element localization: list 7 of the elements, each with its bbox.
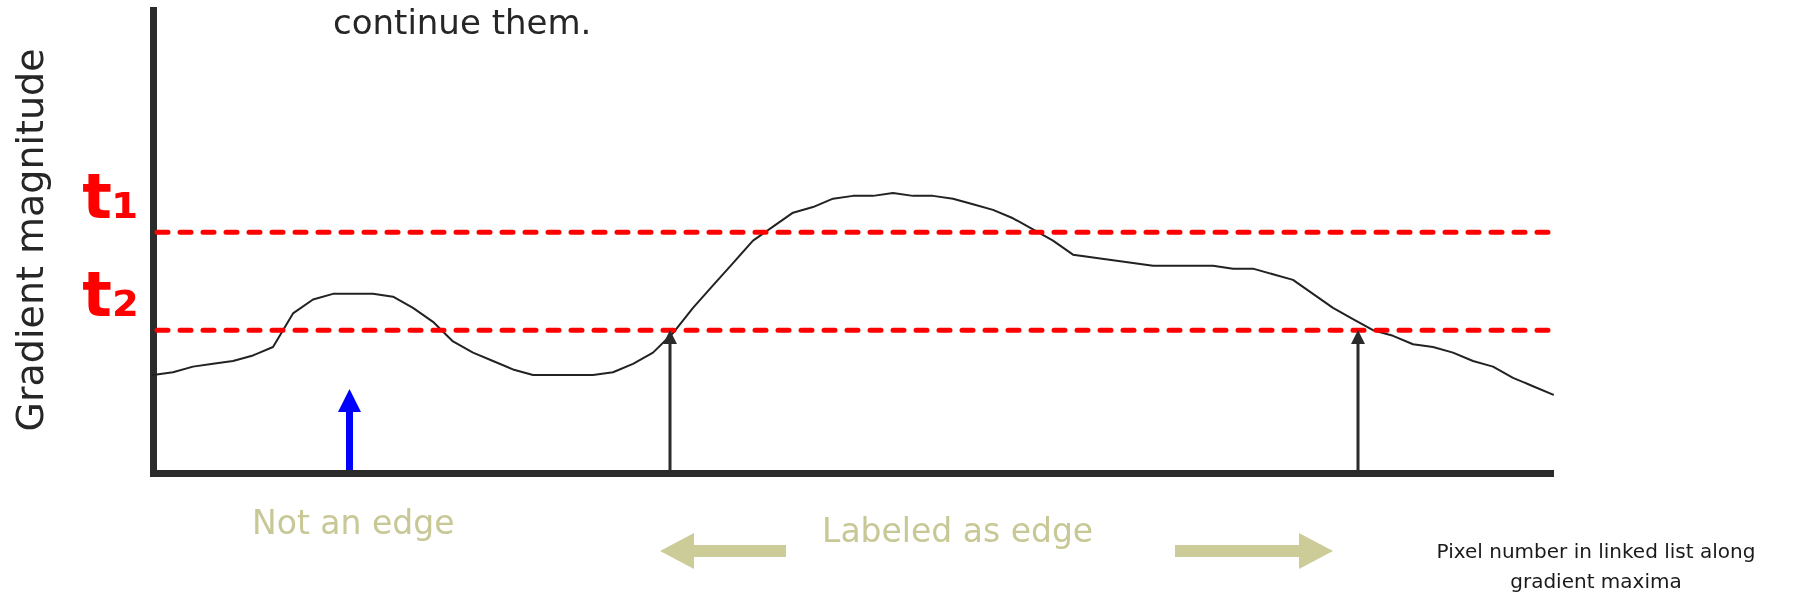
text: continue them. bbox=[333, 2, 592, 43]
text: Not an edge bbox=[252, 503, 455, 543]
text: Labeled as edge bbox=[822, 511, 1094, 551]
x-axis-title: Pixel number in linked list along gradient maxima bbox=[1435, 538, 1757, 595]
ref-line-label: t₂ bbox=[82, 258, 139, 332]
y-axis-title: Gradient magnitude bbox=[7, 47, 53, 434]
ref-line-label: t₁ bbox=[82, 160, 139, 234]
